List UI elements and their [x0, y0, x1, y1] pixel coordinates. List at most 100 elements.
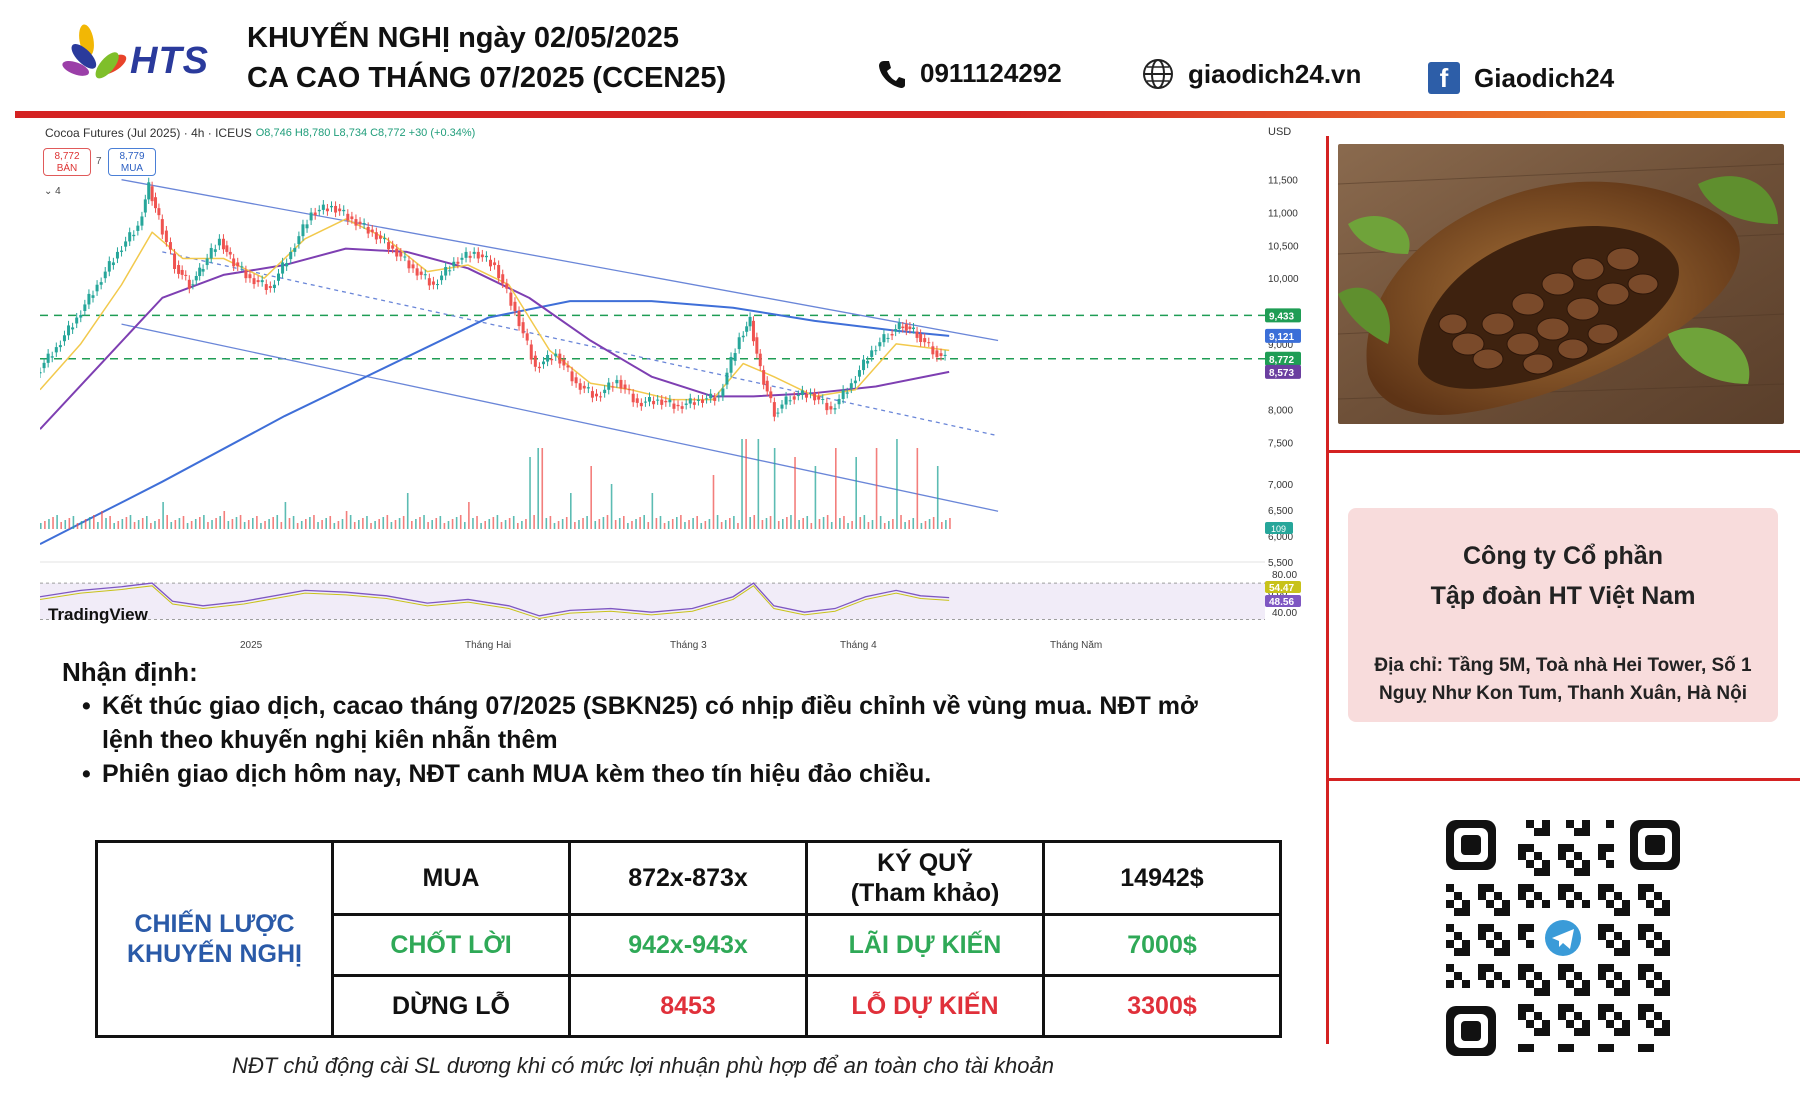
tradingview-watermark: TradingView: [48, 605, 148, 624]
candle-body: [546, 354, 550, 362]
candle-body: [240, 266, 244, 268]
candle-body: [464, 251, 468, 258]
expected-profit-value: 7000$: [1042, 913, 1282, 977]
candle-body: [91, 295, 95, 298]
candle-body: [268, 286, 272, 289]
volume-bar: [300, 521, 303, 529]
qr-module: [1478, 884, 1486, 892]
candle-body: [128, 232, 132, 242]
volume-bar: [684, 522, 686, 529]
currency-select[interactable]: USD: [1268, 126, 1292, 138]
qr-module: [1542, 820, 1550, 828]
volume-bar: [508, 518, 511, 529]
candle-body: [201, 268, 205, 272]
volume-bar: [696, 516, 698, 529]
volume-bar: [341, 519, 344, 529]
candle-body: [841, 389, 845, 399]
candle-body: [415, 268, 419, 276]
candle-body: [911, 327, 915, 330]
candle-body: [431, 281, 435, 285]
qr-module: [1622, 980, 1630, 988]
stop-loss-label: DỪNG LỖ: [331, 974, 571, 1038]
volume-bar: [908, 520, 910, 529]
price-label-box: [1265, 328, 1301, 343]
contact-website[interactable]: giaodich24.vn: [1142, 58, 1361, 90]
candle-body: [897, 322, 901, 330]
candle-body: [599, 396, 603, 398]
candle-body: [154, 197, 158, 209]
qr-module: [1606, 980, 1614, 988]
contact-phone[interactable]: 0911124292: [878, 58, 1062, 89]
candle-body: [50, 356, 54, 358]
volume-bar: [529, 457, 531, 529]
qr-module: [1638, 884, 1646, 892]
candle-body: [849, 383, 853, 389]
volume-bar: [680, 515, 682, 529]
volume-bar: [215, 518, 217, 529]
qr-module: [1606, 900, 1614, 908]
volume-bar: [541, 448, 544, 529]
volume-bar: [133, 522, 136, 529]
price-tick-label: 5,500: [1268, 558, 1293, 569]
x-axis-label: Tháng 3: [670, 640, 707, 651]
volume-bar: [178, 518, 181, 529]
candle-body: [765, 380, 769, 392]
price-tick-label: 9,000: [1268, 340, 1293, 351]
qr-module: [1502, 940, 1510, 948]
qr-module: [1574, 868, 1582, 876]
volume-bar: [810, 523, 813, 529]
candle-body: [533, 355, 537, 367]
bullet-dot: •: [82, 692, 91, 720]
qr-module: [1614, 988, 1622, 996]
qr-module: [1582, 860, 1590, 868]
qr-module: [1622, 1020, 1630, 1028]
rsi-tick-label: 40.00: [1272, 608, 1297, 619]
contact-facebook[interactable]: f Giaodich24: [1428, 62, 1614, 94]
volume-bar: [692, 518, 694, 529]
qr-module: [1494, 972, 1502, 980]
volume-bar: [879, 516, 882, 529]
qr-module: [1662, 948, 1670, 956]
qr-code[interactable]: [1444, 818, 1682, 1058]
qr-module: [1446, 924, 1454, 932]
qr-module: [1502, 900, 1510, 908]
candle-body: [829, 406, 833, 410]
company-name-line2: Tập đoàn HT Việt Nam: [1430, 582, 1696, 610]
volume-bar: [137, 520, 140, 529]
volume-bar: [370, 523, 372, 529]
candle-body: [497, 265, 501, 279]
volume-bar: [398, 518, 401, 529]
strategy-row-entry: CHIẾN LƯỢC KHUYẾN NGHỊ MUA 872x-873x KÝ …: [95, 840, 1282, 1038]
qr-module: [1574, 892, 1582, 900]
volume-bar: [790, 515, 792, 529]
column-divider: [1326, 136, 1329, 1044]
bullet-2-text: Phiên giao dịch hôm nay, NĐT canh MUA kè…: [102, 760, 932, 788]
sell-button[interactable]: 8,772 BÁN: [43, 148, 91, 176]
volume-bar: [561, 519, 564, 529]
qr-module: [1606, 924, 1614, 932]
qr-module: [1598, 892, 1606, 900]
expected-profit-label: LÃI DỰ KIẾN: [805, 913, 1045, 977]
candle-body: [927, 342, 931, 344]
qr-module: [1558, 1044, 1566, 1052]
volume-bar: [203, 515, 205, 529]
candle-body: [164, 230, 168, 243]
candle-body: [908, 326, 912, 330]
candle-body: [391, 245, 395, 249]
qr-module: [1526, 820, 1534, 828]
candle-body: [627, 389, 631, 391]
candle-body: [54, 347, 58, 353]
price-chart[interactable]: 11,500 11,000 10,500 10,000 9,000 8,000 7,500 7…: [40, 122, 1310, 660]
price-tick-label: 6,000: [1268, 532, 1293, 543]
volume-bar: [113, 523, 115, 529]
price-label-text: 9,433: [1269, 311, 1294, 322]
qr-module: [1526, 900, 1534, 908]
volume-bar: [427, 522, 429, 529]
buy-button[interactable]: 8,779 MUA: [108, 148, 156, 176]
qr-module: [1638, 964, 1646, 972]
qr-module: [1526, 924, 1534, 932]
candle-body: [501, 274, 505, 284]
candle-body: [607, 382, 611, 390]
volume-bar: [900, 515, 902, 529]
volume-bar: [525, 519, 527, 529]
